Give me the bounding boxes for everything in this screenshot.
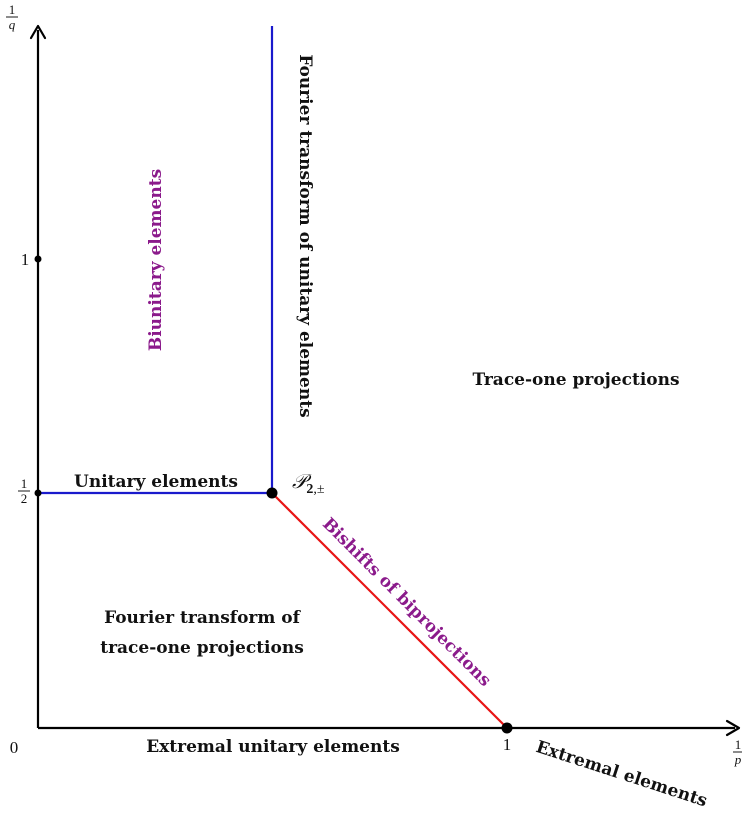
x-axis-label-num: 1 [735, 737, 742, 752]
fourier-trace-label-line1: Fourier transform of [104, 608, 302, 628]
point-x-one [501, 722, 513, 734]
x-axis-label-den: p [734, 752, 742, 767]
y-tick-half: 1 2 [18, 476, 30, 506]
bishifts-line [271, 492, 508, 729]
y-axis-label: 1 q [6, 2, 18, 32]
point-y-one [34, 255, 42, 263]
extremal-label: Extremal elements [533, 737, 709, 811]
bishifts-label: Bishifts of biprojections [318, 514, 495, 691]
y-axis-label-den: q [9, 17, 16, 32]
x-axis-label: 1 p [733, 737, 742, 767]
extremal-unitary-label: Extremal unitary elements [146, 737, 400, 757]
x-tick-one: 1 [503, 735, 512, 754]
axes [29, 24, 741, 737]
fourier-unitary-label: Fourier transform of unitary elements [295, 54, 315, 417]
point-y-half [34, 489, 42, 497]
fourier-trace-label-line2: trace-one projections [100, 638, 304, 658]
trace-one-label: Trace-one projections [472, 370, 679, 390]
unitary-label: Unitary elements [74, 472, 238, 492]
y-tick-half-num: 1 [21, 476, 28, 491]
y-tick-one: 1 [21, 250, 30, 269]
biunitary-label: Biunitary elements [146, 169, 166, 351]
point-p2 [266, 487, 278, 499]
origin-label: 0 [10, 738, 19, 757]
x-axis-arrowhead [725, 719, 741, 737]
point-p2-label: 𝒫2,± [292, 471, 325, 497]
y-axis-label-num: 1 [9, 2, 16, 17]
y-axis-arrowhead [29, 24, 47, 40]
y-tick-half-den: 2 [21, 491, 28, 506]
